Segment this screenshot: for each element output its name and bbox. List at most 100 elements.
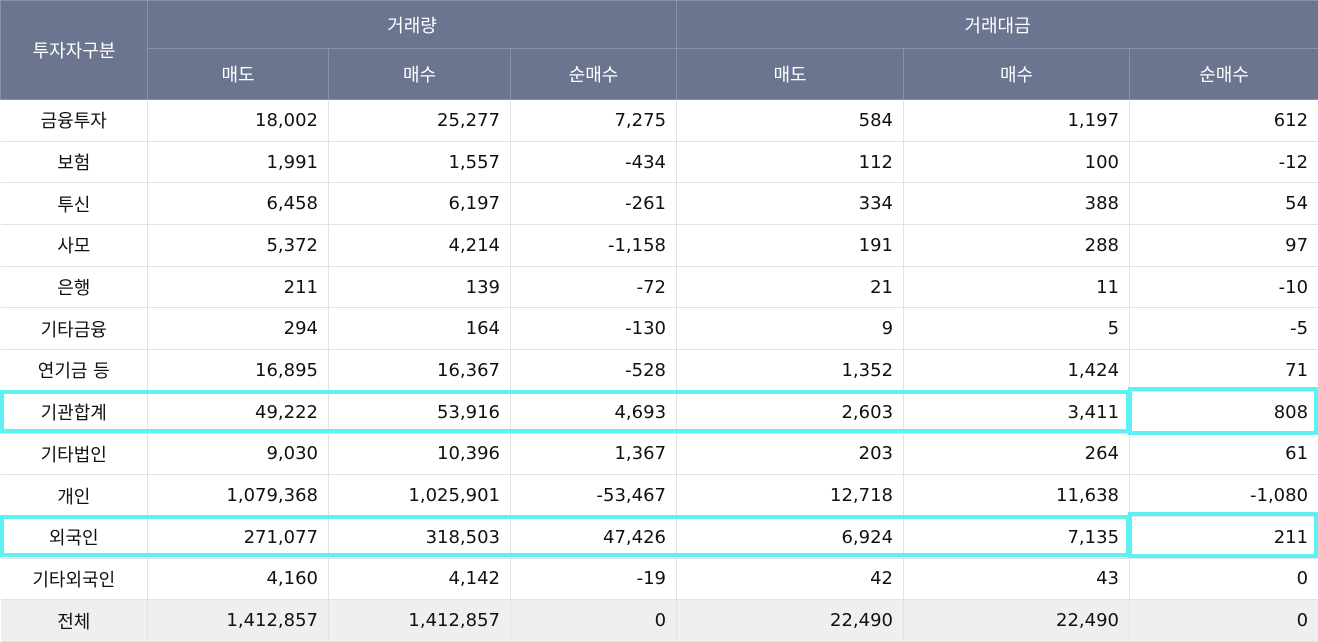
volume-sell-cell: 5,372 (148, 225, 329, 267)
amount-sell-cell: 21 (677, 266, 904, 308)
table-header: 투자자구분 거래량 거래대금 매도 매수 순매수 매도 매수 순매수 (1, 1, 1318, 100)
amount-buy-cell: 5 (904, 308, 1130, 350)
volume-sell-cell: 1,991 (148, 141, 329, 183)
amount-sell-cell: 2,603 (677, 391, 904, 433)
amount-sell-cell: 1,352 (677, 350, 904, 392)
volume-net-buy-cell: -261 (511, 183, 677, 225)
amount-net-buy-cell: -5 (1130, 308, 1318, 350)
volume-sell-cell: 49,222 (148, 391, 329, 433)
amount-sell-cell: 12,718 (677, 475, 904, 517)
amount-net-buy-cell: 211 (1130, 516, 1318, 558)
volume-buy-cell: 6,197 (329, 183, 511, 225)
volume-net-buy-cell: 7,275 (511, 100, 677, 142)
volume-net-buy-cell: -1,158 (511, 225, 677, 267)
amount-sell-cell: 334 (677, 183, 904, 225)
investor-type-cell: 은행 (1, 266, 148, 308)
amount-sell-cell: 6,924 (677, 516, 904, 558)
investor-type-cell: 기타법인 (1, 433, 148, 475)
volume-sell-cell: 1,412,857 (148, 600, 329, 642)
amount-net-buy-cell: 0 (1130, 600, 1318, 642)
amount-buy-cell: 100 (904, 141, 1130, 183)
volume-net-buy-cell: -528 (511, 350, 677, 392)
amount-sell-cell: 191 (677, 225, 904, 267)
investor-type-header: 투자자구분 (1, 1, 148, 100)
amount-net-buy-cell: 54 (1130, 183, 1318, 225)
amount-buy-cell: 1,424 (904, 350, 1130, 392)
volume-buy-cell: 4,142 (329, 558, 511, 600)
volume-net-buy-cell: -53,467 (511, 475, 677, 517)
investor-type-cell: 연기금 등 (1, 350, 148, 392)
investor-type-cell: 투신 (1, 183, 148, 225)
amount-buy-cell: 264 (904, 433, 1130, 475)
investor-type-cell: 사모 (1, 225, 148, 267)
volume-net-buy-cell: -434 (511, 141, 677, 183)
amount-buy-cell: 1,197 (904, 100, 1130, 142)
amount-net-buy-cell: 97 (1130, 225, 1318, 267)
volume-net-buy-header: 순매수 (511, 49, 677, 100)
amount-sell-cell: 203 (677, 433, 904, 475)
volume-buy-cell: 1,412,857 (329, 600, 511, 642)
amount-buy-cell: 3,411 (904, 391, 1130, 433)
amount-buy-header: 매수 (904, 49, 1130, 100)
amount-buy-cell: 388 (904, 183, 1130, 225)
amount-net-buy-cell: -1,080 (1130, 475, 1318, 517)
volume-net-buy-cell: 1,367 (511, 433, 677, 475)
volume-buy-cell: 318,503 (329, 516, 511, 558)
amount-buy-cell: 11 (904, 266, 1130, 308)
amount-buy-cell: 43 (904, 558, 1130, 600)
volume-buy-cell: 1,025,901 (329, 475, 511, 517)
amount-net-buy-cell: -10 (1130, 266, 1318, 308)
amount-sell-cell: 584 (677, 100, 904, 142)
amount-net-buy-cell: 61 (1130, 433, 1318, 475)
volume-sell-cell: 1,079,368 (148, 475, 329, 517)
volume-net-buy-cell: 47,426 (511, 516, 677, 558)
amount-net-buy-cell: 0 (1130, 558, 1318, 600)
amount-group-header: 거래대금 (677, 1, 1318, 49)
volume-net-buy-cell: -72 (511, 266, 677, 308)
amount-buy-cell: 11,638 (904, 475, 1130, 517)
volume-buy-header: 매수 (329, 49, 511, 100)
investor-type-cell: 기타금융 (1, 308, 148, 350)
volume-buy-cell: 25,277 (329, 100, 511, 142)
volume-net-buy-cell: 0 (511, 600, 677, 642)
volume-sell-cell: 18,002 (148, 100, 329, 142)
amount-sell-cell: 42 (677, 558, 904, 600)
investor-type-cell: 기관합계 (1, 391, 148, 433)
volume-buy-cell: 16,367 (329, 350, 511, 392)
volume-sell-cell: 6,458 (148, 183, 329, 225)
volume-group-header: 거래량 (148, 1, 677, 49)
investor-type-cell: 금융투자 (1, 100, 148, 142)
amount-buy-cell: 288 (904, 225, 1130, 267)
volume-sell-cell: 211 (148, 266, 329, 308)
amount-sell-cell: 112 (677, 141, 904, 183)
volume-buy-cell: 139 (329, 266, 511, 308)
amount-net-buy-cell: -12 (1130, 141, 1318, 183)
volume-buy-cell: 10,396 (329, 433, 511, 475)
volume-sell-header: 매도 (148, 49, 329, 100)
investor-type-cell: 전체 (1, 600, 148, 642)
volume-sell-cell: 271,077 (148, 516, 329, 558)
volume-sell-cell: 294 (148, 308, 329, 350)
volume-sell-cell: 4,160 (148, 558, 329, 600)
amount-sell-header: 매도 (677, 49, 904, 100)
volume-sell-cell: 16,895 (148, 350, 329, 392)
volume-net-buy-cell: -19 (511, 558, 677, 600)
volume-sell-cell: 9,030 (148, 433, 329, 475)
investor-type-cell: 개인 (1, 475, 148, 517)
volume-buy-cell: 1,557 (329, 141, 511, 183)
amount-net-buy-cell: 808 (1130, 391, 1318, 433)
volume-buy-cell: 53,916 (329, 391, 511, 433)
investor-type-cell: 보험 (1, 141, 148, 183)
